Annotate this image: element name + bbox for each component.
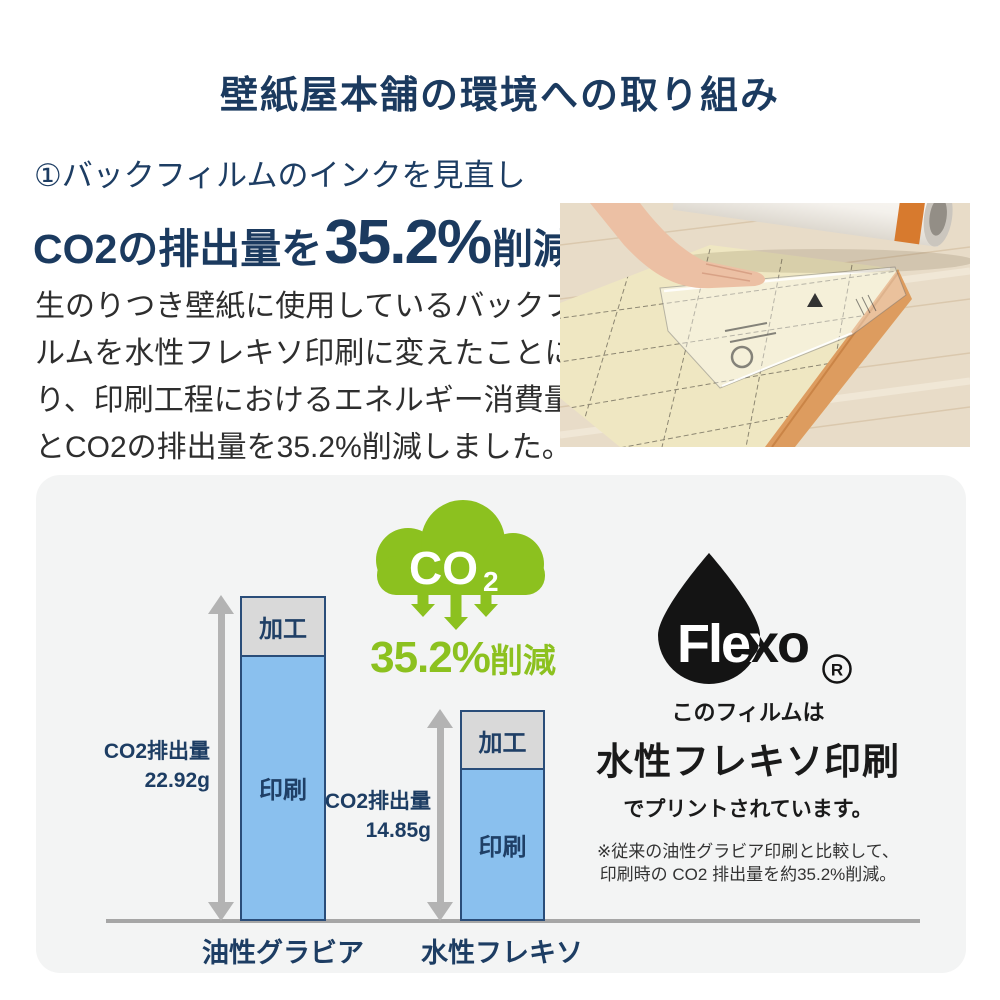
category-label-oil-gravure: 油性グラビア — [202, 938, 364, 968]
cloud-co2-text: CO — [409, 542, 478, 594]
down-arrow-icon — [444, 586, 468, 630]
lead-statement: CO2の排出量を 35.2% 削減 — [33, 212, 574, 274]
flexo-droplet-logo: Flexo Flexo R — [658, 553, 852, 684]
lead-highlight-value: 35.2% — [324, 208, 492, 277]
bar-segment-printing: 印刷 — [240, 656, 326, 921]
flexo-brand-text: Flexo — [677, 614, 808, 674]
flexo-footnote: ※従来の油性グラビア印刷と比較して、 印刷時の CO2 排出量を約35.2%削減… — [597, 842, 899, 884]
bar-segment-processing: 加工 — [240, 596, 326, 657]
flexo-caption-1: このフィルムは — [671, 700, 825, 725]
intro-paragraph-line: とCO2の排出量を35.2%削減しました。 — [35, 431, 572, 464]
cloud-co2-subscript: 2 — [483, 566, 499, 597]
flexo-caption-2: 水性フレキソ印刷 — [596, 741, 900, 782]
measure-label-water: CO2排出量 14.85g — [324, 790, 431, 842]
intro-paragraph-line: ルムを水性フレキソ印刷に変えたことによ — [35, 337, 605, 370]
bar-water-flexo: 加工 印刷 — [460, 710, 545, 921]
intro-paragraph-line: り、印刷工程におけるエネルギー消費量 — [35, 384, 574, 417]
hand — [590, 203, 766, 289]
lead-prefix: CO2の排出量を — [33, 226, 323, 272]
bar-segment-processing: 加工 — [460, 710, 545, 770]
registered-mark-icon — [822, 654, 852, 684]
bar-segment-printing: 印刷 — [460, 769, 545, 921]
intro-paragraph: 生のりつき壁紙に使用しているバックフィ ルムを水性フレキソ印刷に変えたことによ … — [35, 283, 604, 471]
section-heading: ①バックフィルムのインクを見直し — [34, 158, 526, 193]
wallpaper-roll — [672, 203, 953, 248]
registered-mark-letter: R — [831, 661, 843, 680]
category-label-water-flexo: 水性フレキソ — [421, 938, 583, 968]
flexo-brand-text-overlay: Flexo — [677, 614, 808, 674]
down-arrow-icon — [411, 586, 435, 617]
flexo-caption-3: でプリントされています。 — [623, 798, 873, 821]
reduction-label: 35.2%削減 — [370, 633, 556, 682]
infographic-panel: 加工 印刷 CO2排出量 22.92g 加工 印刷 CO2排出量 14.85g … — [36, 475, 966, 973]
flexo-column: Flexo Flexo R このフィルムは 水性フレキソ印刷 でプリントされてい… — [518, 535, 978, 886]
double-arrow-icon — [207, 595, 235, 921]
measure-label-oil: CO2排出量 22.92g — [103, 740, 210, 792]
down-arrow-icon — [474, 586, 498, 617]
clear-film — [659, 266, 907, 389]
intro-paragraph-line: 生のりつき壁紙に使用しているバックフィ — [35, 290, 604, 323]
chart-baseline — [106, 919, 920, 923]
co2-cloud-icon: CO 2 — [376, 500, 545, 630]
double-arrow-icon — [426, 709, 454, 921]
page-title: 壁紙屋本舗の環境への取り組み — [219, 75, 780, 117]
wallpaper-roll-photo — [560, 203, 970, 447]
bar-oil-gravure: 加工 印刷 — [240, 596, 326, 921]
